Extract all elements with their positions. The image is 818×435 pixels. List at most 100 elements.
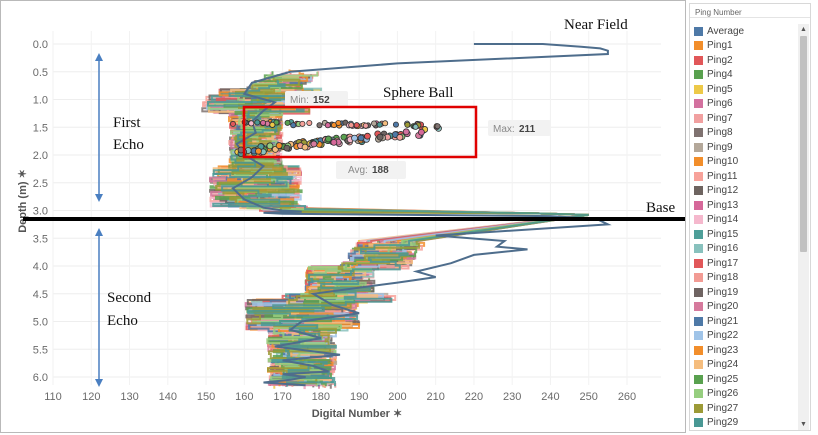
legend-swatch: [694, 331, 703, 341]
legend-label: Ping27: [707, 402, 739, 414]
legend-swatch: [694, 142, 703, 152]
legend-swatch: [694, 418, 703, 428]
tooltip-avg-box: [336, 161, 406, 179]
base-label: Base: [646, 200, 676, 216]
tooltip-max-label: Max:: [493, 124, 515, 135]
legend-item-ping25[interactable]: Ping25: [690, 372, 798, 387]
legend-label: Ping6: [707, 98, 733, 110]
legend-item-ping6[interactable]: Ping6: [690, 97, 798, 112]
legend-item-ping7[interactable]: Ping7: [690, 111, 798, 126]
x-tick-label: 200: [388, 391, 406, 403]
legend-item-ping5[interactable]: Ping5: [690, 82, 798, 97]
legend-item-ping11[interactable]: Ping11: [690, 169, 798, 184]
legend-swatch: [694, 26, 703, 36]
sphere-point: [266, 142, 274, 150]
legend-swatch: [694, 99, 703, 109]
legend-item-ping8[interactable]: Ping8: [690, 126, 798, 141]
legend-scrollbar[interactable]: ▲ ▼: [798, 24, 809, 430]
legend-item-ping4[interactable]: Ping4: [690, 68, 798, 83]
legend-swatch: [694, 229, 703, 239]
legend-item-ping13[interactable]: Ping13: [690, 198, 798, 213]
sphere-point: [316, 122, 323, 129]
tooltip-min-label: Min:: [290, 95, 309, 106]
sphere-point: [299, 120, 306, 127]
x-axis-title: Digital Number ✶: [312, 408, 403, 420]
legend-swatch: [694, 41, 703, 51]
sphere-point: [283, 144, 291, 152]
legend-item-ping19[interactable]: Ping19: [690, 285, 798, 300]
legend-item-ping10[interactable]: Ping10: [690, 155, 798, 170]
legend-item-average[interactable]: Average: [690, 24, 798, 39]
y-tick-label: 3.5: [33, 233, 48, 245]
sphere-point: [357, 134, 365, 142]
legend-item-ping17[interactable]: Ping17: [690, 256, 798, 271]
tooltip-avg-label: Avg:: [348, 165, 368, 176]
legend-swatch: [694, 128, 703, 138]
scroll-down-icon[interactable]: ▼: [800, 421, 807, 428]
legend-label: Average: [707, 25, 745, 37]
sphere-point: [260, 119, 267, 126]
scroll-up-icon[interactable]: ▲: [800, 26, 807, 33]
legend-item-ping9[interactable]: Ping9: [690, 140, 798, 155]
x-tick-label: 260: [618, 391, 636, 403]
sphere-point: [335, 119, 342, 126]
legend-item-ping21[interactable]: Ping21: [690, 314, 798, 329]
legend-item-ping18[interactable]: Ping18: [690, 271, 798, 286]
sphere-point: [248, 120, 255, 127]
legend-item-ping20[interactable]: Ping20: [690, 300, 798, 315]
sphere-point: [376, 133, 384, 141]
legend-swatch: [694, 403, 703, 413]
legend-item-ping12[interactable]: Ping12: [690, 184, 798, 199]
near-field-label: Near Field: [564, 17, 628, 33]
scroll-thumb[interactable]: [800, 36, 807, 252]
legend-title: Ping Number: [690, 4, 810, 18]
y-tick-label: 1.5: [33, 122, 48, 134]
sphere-point: [290, 122, 297, 129]
y-tick-label: 0.0: [33, 39, 48, 51]
legend-item-ping16[interactable]: Ping16: [690, 242, 798, 257]
legend-swatch: [694, 186, 703, 196]
legend-swatch: [694, 316, 703, 326]
sphere-point: [229, 120, 236, 127]
tooltip-max-box: [488, 120, 551, 136]
tooltip-min-box: [285, 91, 348, 107]
sphere-point: [371, 120, 378, 127]
legend-label: Ping14: [707, 214, 739, 226]
sphere-point: [434, 123, 441, 130]
legend-swatch: [694, 157, 703, 167]
sphere-ball-box: [242, 105, 478, 159]
depth-profile-chart: 0.0 0.5 1.0 1.5 2.0 2.5 3.0 3.5 4.0 4.5 5.0 5.5 6.0 1…: [17, 17, 685, 420]
legend-label: Ping1: [707, 40, 733, 52]
legend-item-ping26[interactable]: Ping26: [690, 387, 798, 402]
legend-swatch: [694, 287, 703, 297]
legend-item-ping23[interactable]: Ping23: [690, 343, 798, 358]
x-tick-label: 140: [159, 391, 177, 403]
first-echo-label-1: First: [113, 115, 141, 131]
legend-swatch: [694, 374, 703, 384]
sphere-point: [376, 121, 383, 128]
legend-swatch: [694, 70, 703, 80]
legend-label: Ping16: [707, 243, 739, 255]
legend-item-ping22[interactable]: Ping22: [690, 329, 798, 344]
sphere-point: [396, 133, 404, 141]
legend-item-ping2[interactable]: Ping2: [690, 53, 798, 68]
axis-ticks: 0.0 0.5 1.0 1.5 2.0 2.5 3.0 3.5 4.0 4.5 5.0 5.5 6.0 1…: [17, 39, 636, 420]
legend-label: Ping4: [707, 69, 733, 81]
legend-label: Ping15: [707, 228, 739, 240]
legend-label: Ping13: [707, 199, 739, 211]
legend-swatch: [694, 200, 703, 210]
legend-item-ping29[interactable]: Ping29: [690, 416, 798, 431]
legend-swatch: [694, 302, 703, 312]
legend-item-ping24[interactable]: Ping24: [690, 358, 798, 373]
legend-item-ping14[interactable]: Ping14: [690, 213, 798, 228]
legend-item-ping27[interactable]: Ping27: [690, 401, 798, 416]
x-tick-label: 190: [350, 391, 368, 403]
legend-label: Ping10: [707, 156, 739, 168]
legend-label: Ping12: [707, 185, 739, 197]
sphere-point: [301, 143, 309, 151]
legend-item-ping15[interactable]: Ping15: [690, 227, 798, 242]
legend-label: Ping19: [707, 286, 739, 298]
legend-label: Ping29: [707, 417, 739, 429]
legend-item-ping1[interactable]: Ping1: [690, 39, 798, 54]
sphere-point: [310, 140, 318, 148]
